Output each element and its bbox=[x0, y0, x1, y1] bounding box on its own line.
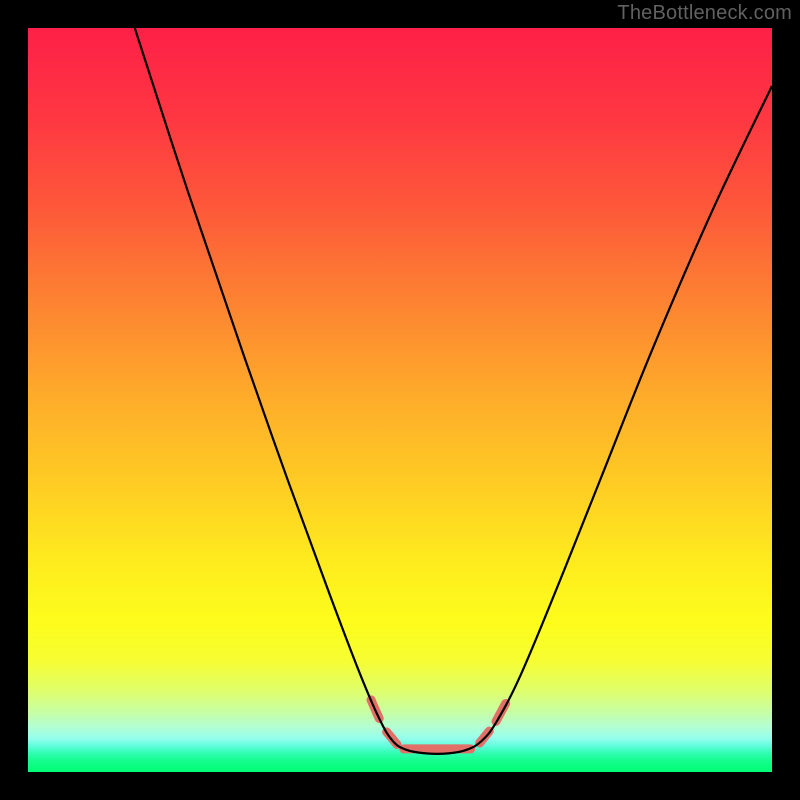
bottleneck-chart bbox=[0, 0, 800, 800]
chart-container: TheBottleneck.com bbox=[0, 0, 800, 800]
plot-gradient-background bbox=[28, 28, 772, 772]
watermark-text: TheBottleneck.com bbox=[617, 2, 792, 25]
